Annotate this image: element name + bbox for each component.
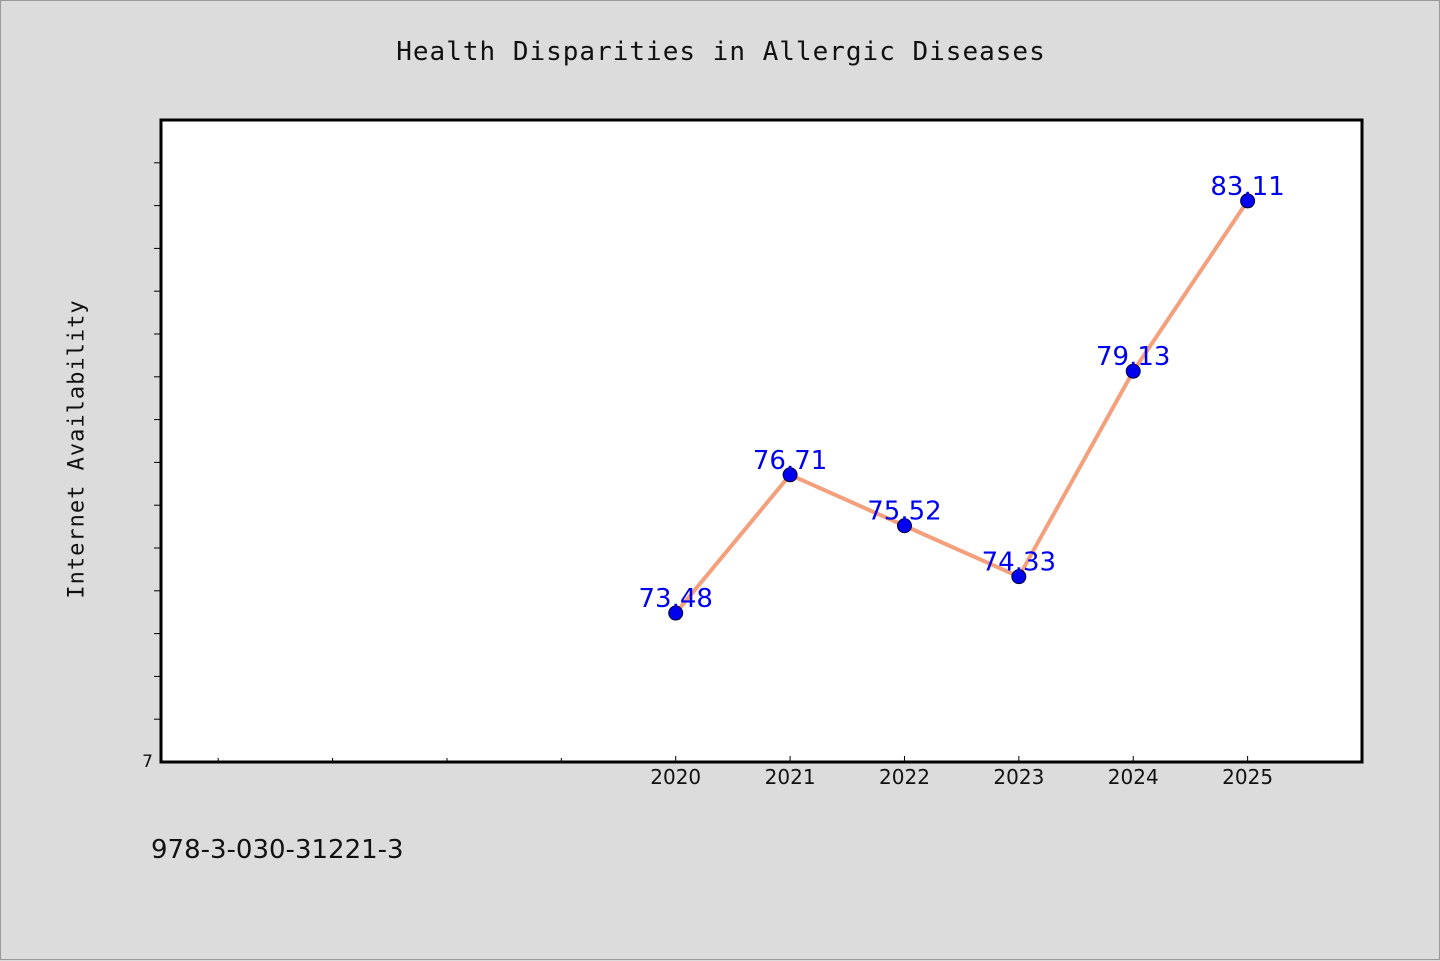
data-label: 74.33 xyxy=(982,548,1056,578)
data-label: 76.71 xyxy=(753,446,827,476)
plot-area xyxy=(159,118,1364,764)
series-line-group xyxy=(674,199,1250,615)
x-tick-label: 2020 xyxy=(650,765,701,789)
data-label: 83.11 xyxy=(1210,172,1284,202)
series-points-group xyxy=(668,193,1256,621)
x-axis-ticks: 2020 2021 2022 2023 2024 2025 xyxy=(217,756,1273,789)
series-labels-group: 73.48 76.71 75.52 74.33 79.13 83.11 xyxy=(638,172,1284,614)
data-label: 73.48 xyxy=(638,584,712,614)
x-tick-label: 2023 xyxy=(993,765,1044,789)
data-point xyxy=(896,518,912,534)
x-tick-label: 2024 xyxy=(1108,765,1159,789)
data-point xyxy=(1240,193,1256,209)
x-tick-label: 2022 xyxy=(879,765,930,789)
y-axis-ticks xyxy=(154,162,161,720)
x-tick-label: 2021 xyxy=(765,765,816,789)
data-point xyxy=(782,467,798,483)
data-label: 75.52 xyxy=(867,497,941,527)
series-line xyxy=(674,199,1250,615)
x-tick-label: 2025 xyxy=(1222,765,1273,789)
chart-title: Health Disparities in Allergic Diseases xyxy=(396,37,1046,67)
y-tick-label: 7 xyxy=(142,752,153,772)
data-point xyxy=(1125,363,1141,379)
data-label: 79.13 xyxy=(1096,342,1170,372)
data-point xyxy=(668,605,684,621)
footer-code: 978-3-030-31221-3 xyxy=(151,835,404,865)
data-point xyxy=(1011,569,1027,585)
